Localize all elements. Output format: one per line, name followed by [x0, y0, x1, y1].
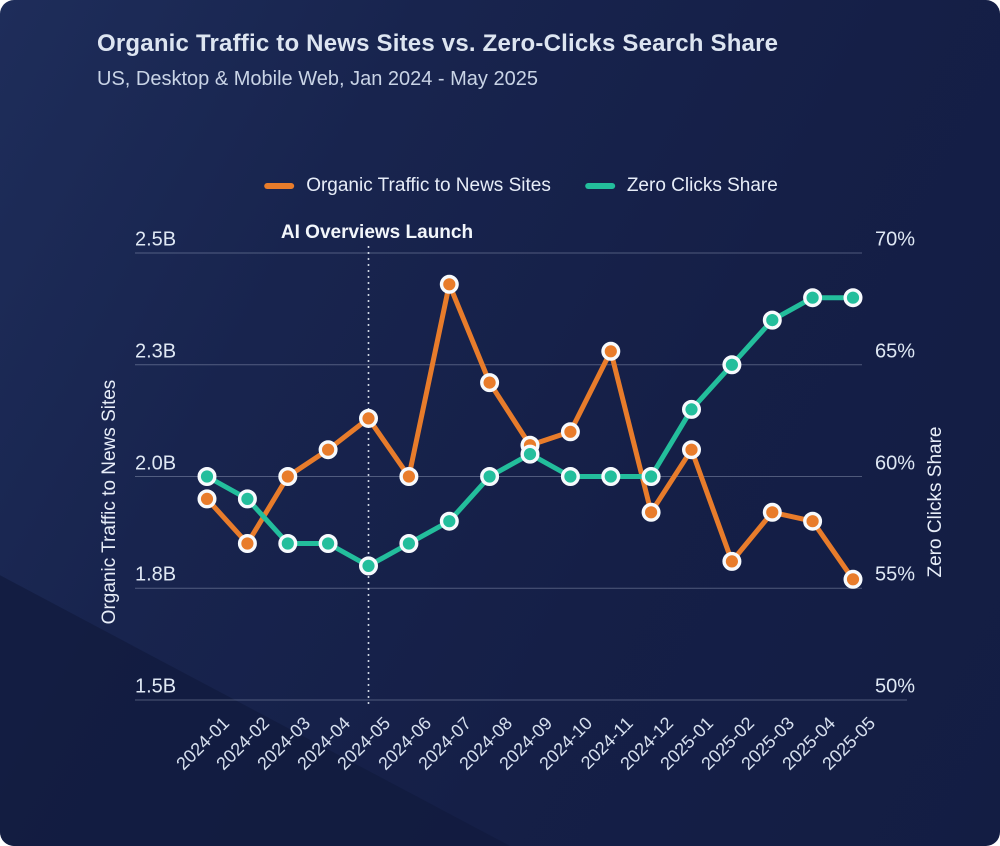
legend-swatch-zero-clicks	[584, 183, 615, 189]
organic-traffic-point	[237, 534, 257, 554]
y-axis-left-tick: 1.5B	[135, 675, 177, 698]
zero-clicks-point	[641, 467, 661, 487]
y-axis-left-tick: 1.8B	[135, 563, 177, 586]
legend-item-zero-clicks: Zero Clicks Share	[584, 175, 778, 197]
zero-clicks-point	[237, 489, 257, 509]
zero-clicks-point	[278, 534, 298, 554]
legend-label-organic: Organic Traffic to News Sites	[306, 175, 551, 196]
chart-subtitle: US, Desktop & Mobile Web, Jan 2024 - May…	[97, 68, 538, 90]
y-axis-right-tick: 70%	[875, 228, 916, 251]
organic-traffic-point	[803, 511, 823, 531]
legend-swatch-organic	[264, 183, 295, 189]
chart-legend: Organic Traffic to News Sites Zero Click…	[264, 175, 778, 197]
y-axis-left-tick: 2.5B	[135, 228, 177, 251]
zero-clicks-point	[762, 310, 782, 330]
zero-clicks-point	[399, 534, 419, 554]
organic-traffic-point	[197, 489, 217, 509]
organic-traffic-point	[278, 467, 298, 487]
organic-traffic-point	[318, 440, 338, 460]
zero-clicks-point	[318, 534, 338, 554]
organic-traffic-point	[560, 422, 580, 442]
organic-traffic-point	[601, 341, 621, 361]
right-axis-title: Zero Clicks Share	[925, 426, 946, 578]
y-axis-right-tick: 60%	[875, 452, 916, 474]
organic-traffic-point	[399, 467, 419, 487]
chart-title: Organic Traffic to News Sites vs. Zero-C…	[97, 30, 779, 57]
organic-traffic-point	[682, 440, 702, 460]
zero-clicks-point	[803, 288, 823, 308]
y-axis-left-tick: 2.0B	[135, 452, 177, 474]
legend-item-organic-traffic: Organic Traffic to News Sites	[264, 175, 551, 197]
y-axis-right-tick: 50%	[875, 675, 916, 698]
organic-traffic-point	[439, 274, 459, 294]
zero-clicks-point	[843, 288, 863, 308]
y-axis-left-tick: 2.3B	[135, 340, 177, 363]
organic-traffic-point	[843, 569, 863, 589]
zero-clicks-point	[560, 467, 580, 487]
zero-clicks-point	[601, 467, 621, 487]
organic-traffic-point	[641, 502, 661, 522]
ai-overviews-launch-annotation: AI Overviews Launch	[280, 222, 474, 243]
y-axis-right-tick: 55%	[875, 563, 916, 586]
zero-clicks-point	[439, 511, 459, 531]
left-axis-title: Organic Traffic to News Sites	[99, 379, 120, 625]
organic-traffic-point	[359, 408, 379, 428]
zero-clicks-point	[682, 399, 702, 419]
zero-clicks-point	[359, 556, 379, 576]
organic-traffic-point	[722, 551, 742, 571]
organic-traffic-line	[204, 281, 856, 582]
organic-traffic-point	[762, 502, 782, 522]
zero-clicks-point	[480, 467, 500, 487]
y-axis-right-tick: 65%	[875, 340, 916, 363]
zero-clicks-point	[520, 444, 540, 464]
legend-label-zero-clicks: Zero Clicks Share	[626, 175, 778, 196]
zero-clicks-point	[197, 467, 217, 487]
zero-clicks-line	[204, 295, 856, 569]
zero-clicks-point	[722, 355, 742, 375]
organic-traffic-point	[480, 373, 500, 393]
